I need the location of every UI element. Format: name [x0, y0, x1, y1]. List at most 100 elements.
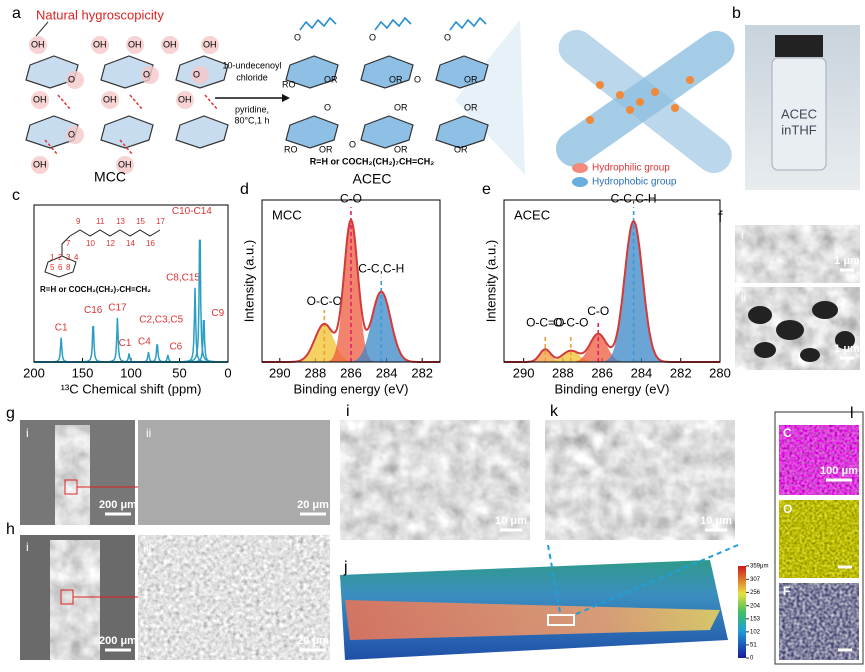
chart-title: MCC [272, 207, 302, 222]
atom-number: 1 [50, 253, 55, 262]
legend-entry: Hydrophobic group [592, 177, 677, 188]
group-label: OR [394, 102, 408, 112]
arrow-head [282, 94, 290, 102]
group-label: O [68, 74, 75, 84]
alkyl-chain [374, 16, 412, 31]
atom-number: 4 [74, 253, 79, 262]
oh-highlight [191, 66, 209, 84]
reagent: 10-undecenoyl [222, 60, 281, 70]
sem-image [55, 425, 90, 525]
pores [748, 301, 855, 362]
group-label: OR [319, 144, 333, 154]
group-label: OH [33, 159, 47, 169]
fit-component [262, 291, 440, 362]
group-label: OR [389, 74, 403, 84]
scale-label: 200 μm [99, 499, 137, 511]
atom-number: 13 [116, 217, 125, 226]
x-tick-label: 280 [709, 365, 731, 380]
peak-label: C8,C15 [166, 272, 200, 283]
group-label: O [349, 139, 356, 149]
oh-highlight [126, 36, 144, 54]
component-label: C-O [587, 304, 609, 318]
group-label: O [143, 69, 150, 79]
panel-label: j [343, 559, 348, 576]
peak-label: C1 [119, 338, 132, 349]
fit-component [504, 221, 720, 362]
panel-label: a [12, 5, 21, 22]
scale-label: 1 μm [834, 343, 860, 355]
glucose-ring [285, 55, 339, 89]
group-label: OR [454, 144, 468, 154]
x-tick-label: 50 [172, 365, 186, 380]
component-label: O-C=O [526, 315, 564, 329]
x-tick-label: 284 [631, 365, 653, 380]
sem-image [735, 225, 860, 283]
sem-image [340, 420, 530, 540]
x-tick-label: 286 [591, 365, 613, 380]
fit-component [504, 349, 720, 362]
zoom-box [60, 479, 138, 605]
atom-number: 8 [66, 263, 71, 272]
component-label: O-C-O [553, 315, 588, 329]
glucose-ring [360, 115, 414, 149]
peak-label: C6 [169, 342, 182, 353]
colorbar-label: 204 [750, 603, 761, 609]
x-tick-label: 282 [670, 365, 692, 380]
group-label: O [324, 102, 331, 112]
height-map [340, 544, 746, 660]
x-tick-label: 150 [72, 365, 94, 380]
atom-number: 7 [66, 239, 71, 248]
sub-label: i [26, 426, 29, 440]
peak-label: C1 [55, 322, 68, 333]
fiber-illustration [455, 20, 735, 187]
x-tick-label: 286 [340, 365, 362, 380]
component-label: C-O [340, 191, 362, 205]
alkyl-chain [449, 16, 487, 31]
group-label: OH [31, 39, 45, 49]
oh-highlight [141, 66, 159, 84]
peak-label: C16 [84, 305, 103, 316]
sem-image [138, 535, 330, 660]
label: Natural hygroscopicity [36, 7, 164, 22]
x-tick-label: 290 [269, 365, 291, 380]
sub-label: i [741, 228, 744, 242]
plot-frame [503, 199, 721, 363]
group-label: O [193, 69, 200, 79]
x-tick-label: 284 [376, 365, 398, 380]
group-label: OH [118, 159, 132, 169]
panel-label: d [240, 181, 249, 198]
group-label: O [369, 32, 376, 42]
envelope [504, 219, 720, 363]
scale-label: 10 μm [495, 515, 527, 527]
panel-label: k [550, 403, 559, 420]
sem-image [138, 420, 330, 525]
group-label: RO [282, 79, 296, 89]
reagent: 80°C,1 h [234, 115, 269, 125]
atom-number: 9 [76, 217, 81, 226]
sub-label: i [26, 540, 29, 554]
group-label: OR [394, 144, 408, 154]
colorbar-label: 51 [750, 643, 757, 649]
panel-label: b [732, 5, 741, 22]
x-axis-title: ¹³C Chemical shift (ppm) [61, 381, 202, 396]
oh-highlight [66, 126, 84, 144]
colorbar-label: 307 [750, 577, 761, 583]
group-label: OR [324, 74, 338, 84]
h-bond [204, 94, 218, 110]
group-label: RO [284, 144, 298, 154]
label: ACEC [781, 106, 817, 121]
atom-number: 10 [86, 239, 95, 248]
fit-component [504, 350, 720, 362]
oh-highlight [91, 36, 109, 54]
y-axis-title: Intensity (a.u.) [483, 240, 498, 322]
reagent: pyridine, [235, 104, 269, 114]
structure [44, 229, 161, 278]
label: MCC [94, 169, 126, 185]
eds-map [779, 583, 859, 660]
oh-highlight [101, 91, 119, 109]
atom-number: 15 [136, 217, 145, 226]
eds-map [779, 500, 859, 578]
atom-number: 17 [156, 217, 165, 226]
group-label: O [414, 74, 421, 84]
